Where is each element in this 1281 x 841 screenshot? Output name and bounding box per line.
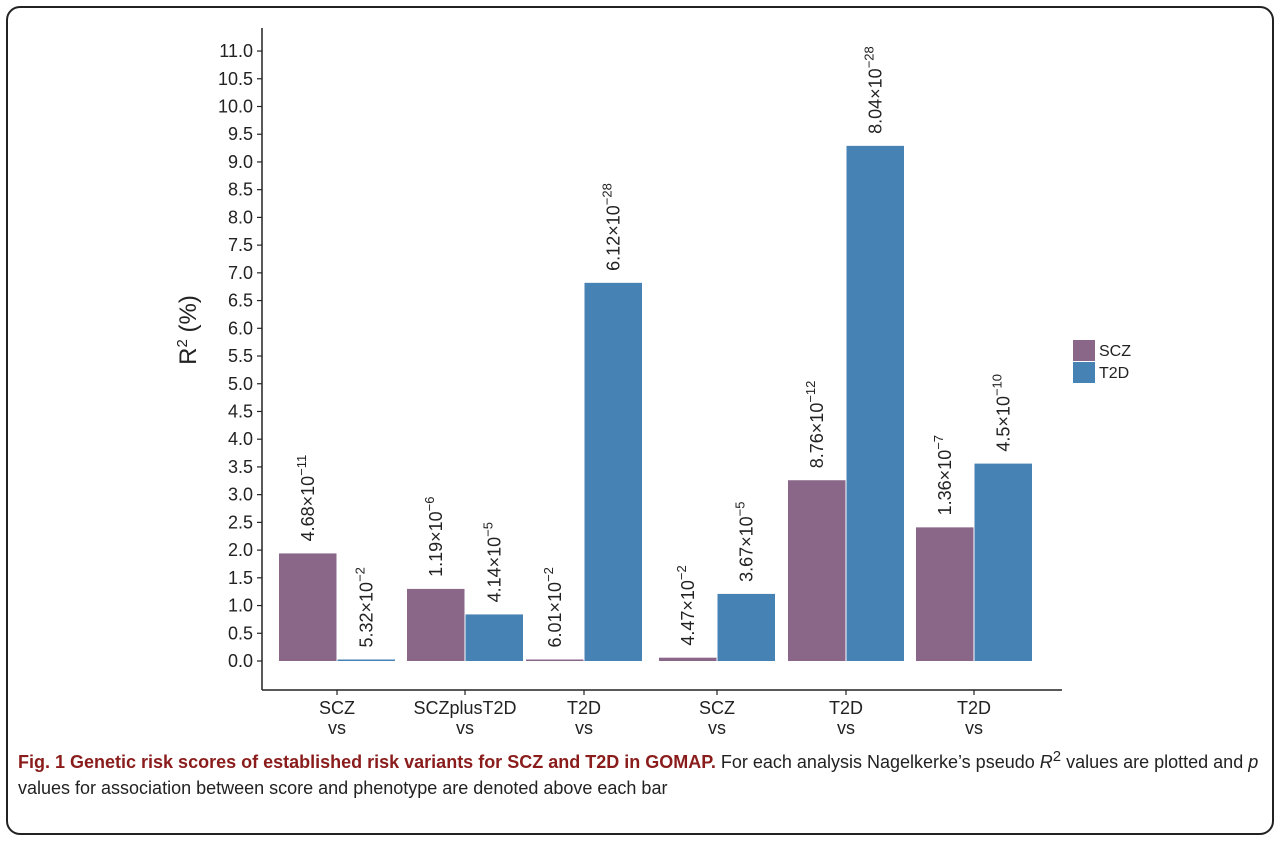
caption-r-letter: R (1039, 752, 1053, 772)
caption-title: Fig. 1 Genetic risk scores of establishe… (18, 752, 716, 772)
x-tick-label: SCZ (699, 698, 735, 718)
y-tick-label: 1.5 (228, 568, 253, 588)
caption-p-letter: p (1248, 752, 1259, 772)
p-value-label: 4.5×10−10 (989, 374, 1013, 452)
y-tick-label: 3.5 (228, 457, 253, 477)
legend-label-scz: SCZ (1099, 343, 1131, 360)
y-tick-label: 6.5 (228, 291, 253, 311)
x-tick-label: SCZ (319, 698, 355, 718)
y-axis-label: R2 (%) (174, 295, 202, 365)
y-axis-label-main: R (175, 348, 202, 365)
p-value-label: 8.76×10−12 (803, 381, 827, 469)
x-tick-label: T2D (957, 698, 991, 718)
y-tick-label: 7.5 (228, 235, 253, 255)
caption-text-a: For each analysis Nagelkerke’s pseudo (715, 752, 1040, 772)
bar-scz (916, 527, 974, 661)
legend-swatch-t2d (1073, 362, 1095, 383)
y-tick-label: 1.0 (228, 596, 253, 616)
bar-t2d (846, 145, 904, 661)
x-tick-label: vs (575, 718, 593, 738)
legend-label-t2d: T2D (1099, 365, 1129, 382)
bar-t2d (337, 659, 395, 661)
y-tick-label: 0.5 (228, 623, 253, 643)
bar-t2d (465, 614, 523, 661)
caption-text-b: values are plotted and (1061, 752, 1249, 772)
y-tick-label: 8.5 (228, 180, 253, 200)
bars (279, 145, 1032, 661)
y-tick-label: 11.0 (219, 41, 253, 61)
y-tick-label: 2.5 (228, 512, 253, 532)
bar-t2d (717, 593, 775, 661)
bar-chart: 0.0 0.5 1.0 1.5 2.0 2.5 3.0 3.5 4.0 4.5 5.0 5.5 6.0 6… (174, 28, 1131, 740)
y-tick-label: 5.5 (228, 346, 253, 366)
y-axis: 0.0 0.5 1.0 1.5 2.0 2.5 3.0 3.5 4.0 4.5 5.0 5.5 6.0 6… (218, 28, 263, 690)
y-tick-label: 9.0 (228, 152, 253, 172)
p-value-label: 6.01×10−2 (541, 567, 565, 647)
p-value-label: 4.14×10−5 (480, 522, 504, 602)
x-tick-label: Controls (303, 738, 370, 740)
y-tick-label: 10.0 (218, 97, 253, 117)
y-tick-label: 5.0 (228, 374, 253, 394)
x-tick-label: SCZplusT2D (665, 738, 768, 740)
figure-caption: Fig. 1 Genetic risk scores of establishe… (18, 744, 1268, 801)
bar-scz (526, 659, 584, 661)
x-tick-label: T2D (567, 698, 601, 718)
legend-swatch-scz (1073, 340, 1095, 361)
y-tick-label: 8.0 (228, 207, 253, 227)
p-value-label: 4.68×10−11 (294, 455, 318, 542)
p-value-label: 1.36×10−7 (931, 435, 955, 515)
p-value-label: 5.32×10−2 (352, 567, 376, 647)
x-tick-label: Controls (431, 738, 498, 740)
p-value-label: 4.47×10−2 (674, 565, 698, 645)
x-tick-label: vs (837, 718, 855, 738)
x-tick-label: vs (965, 718, 983, 738)
y-tick-label: 7.0 (228, 263, 253, 283)
x-tick-label: vs (456, 718, 474, 738)
y-tick-label: 9.5 (228, 124, 253, 144)
bar-scz (788, 480, 846, 661)
bar-t2d (974, 463, 1032, 661)
bar-t2d (584, 282, 642, 661)
y-tick-label: 4.0 (228, 429, 253, 449)
p-value-label: 3.67×10−5 (732, 501, 756, 581)
x-tick-label: SCZ (828, 738, 864, 740)
y-tick-label: 3.0 (228, 485, 253, 505)
caption-text-c: values for association between score and… (18, 778, 668, 798)
y-tick-label: 0.0 (228, 651, 253, 671)
bar-scz (279, 553, 337, 661)
y-axis-label-unit: (%) (175, 295, 202, 339)
x-tick-label: vs (708, 718, 726, 738)
y-tick-label: 6.0 (228, 318, 253, 338)
bar-scz (659, 657, 717, 661)
y-tick-label: 4.5 (228, 401, 253, 421)
x-axis: SCZvsControlsSCZplusT2DvsControlsT2DvsCo… (262, 689, 1062, 740)
x-tick-label: Controls (550, 738, 617, 740)
p-value-label: 8.04×10−28 (861, 46, 885, 134)
x-tick-label: T2D (829, 698, 863, 718)
x-tick-label: SCZplusT2D (413, 698, 516, 718)
p-value-label: 1.19×10−6 (422, 497, 446, 577)
caption-r-sup: 2 (1052, 748, 1062, 765)
bar-scz (407, 588, 465, 661)
figure-frame (6, 6, 1274, 835)
p-value-labels: 4.68×10−11 5.32×10−2 1.19×10−6 4.14×10−5 6.0… (294, 46, 1014, 647)
legend: SCZ T2D (1073, 340, 1131, 383)
y-tick-label: 2.0 (228, 540, 253, 560)
x-tick-label: vs (328, 718, 346, 738)
x-tick-label: SCZplusT2D (922, 738, 1025, 740)
p-value-label: 6.12×10−28 (599, 183, 623, 271)
y-axis-label-sup: 2 (174, 339, 191, 347)
y-tick-label: 10.5 (218, 69, 253, 89)
